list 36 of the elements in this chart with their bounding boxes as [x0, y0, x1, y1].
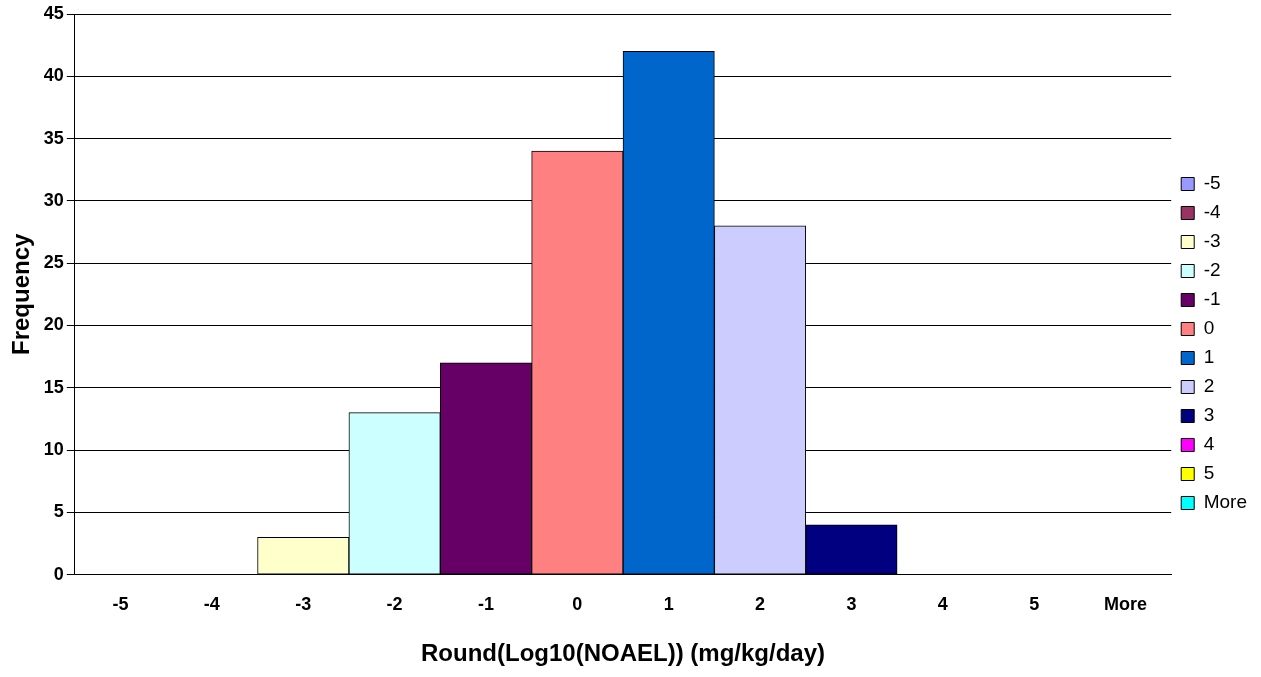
y-tick-label: 45	[43, 2, 64, 23]
legend-label: 5	[1203, 462, 1215, 484]
y-tick-label: 5	[53, 501, 64, 522]
legend-label: More	[1203, 491, 1248, 513]
x-tick-label: 0	[572, 594, 583, 615]
legend-label: 4	[1203, 433, 1215, 455]
x-tick-label: 3	[846, 594, 857, 615]
legend-label: -2	[1203, 259, 1221, 281]
y-tick-label: 10	[43, 438, 64, 459]
legend-label: 2	[1203, 375, 1215, 397]
x-axis-title: Round(Log10(NOAEL)) (mg/kg/day)	[421, 639, 825, 667]
legend-label: -1	[1203, 288, 1221, 310]
y-tick-label: 35	[43, 127, 64, 148]
x-tick-label: -4	[203, 594, 220, 615]
x-tick-label: More	[1104, 594, 1148, 615]
legend-label: -5	[1203, 172, 1221, 194]
legend-label: -3	[1203, 230, 1221, 252]
x-tick-label: -3	[295, 594, 312, 615]
y-tick-label: 30	[43, 189, 64, 210]
y-tick-label: 0	[53, 563, 64, 584]
x-tick-label: 1	[663, 594, 674, 615]
legend-label: 0	[1203, 317, 1215, 339]
x-tick-label: 2	[755, 594, 766, 615]
y-tick-label: 15	[43, 376, 64, 397]
x-tick-label: 5	[1029, 594, 1040, 615]
y-tick-label: 25	[43, 252, 64, 273]
y-tick-label: 40	[43, 65, 64, 86]
x-tick-label: 4	[937, 594, 948, 615]
x-tick-label: -5	[112, 594, 129, 615]
legend-label: 1	[1203, 346, 1215, 368]
x-tick-label: -2	[386, 594, 403, 615]
x-tick-label: -1	[477, 594, 494, 615]
y-tick-label: 20	[43, 314, 64, 335]
y-axis-title: Frequency	[7, 232, 35, 355]
legend-label: 3	[1203, 404, 1215, 426]
legend-label: -4	[1203, 201, 1222, 223]
